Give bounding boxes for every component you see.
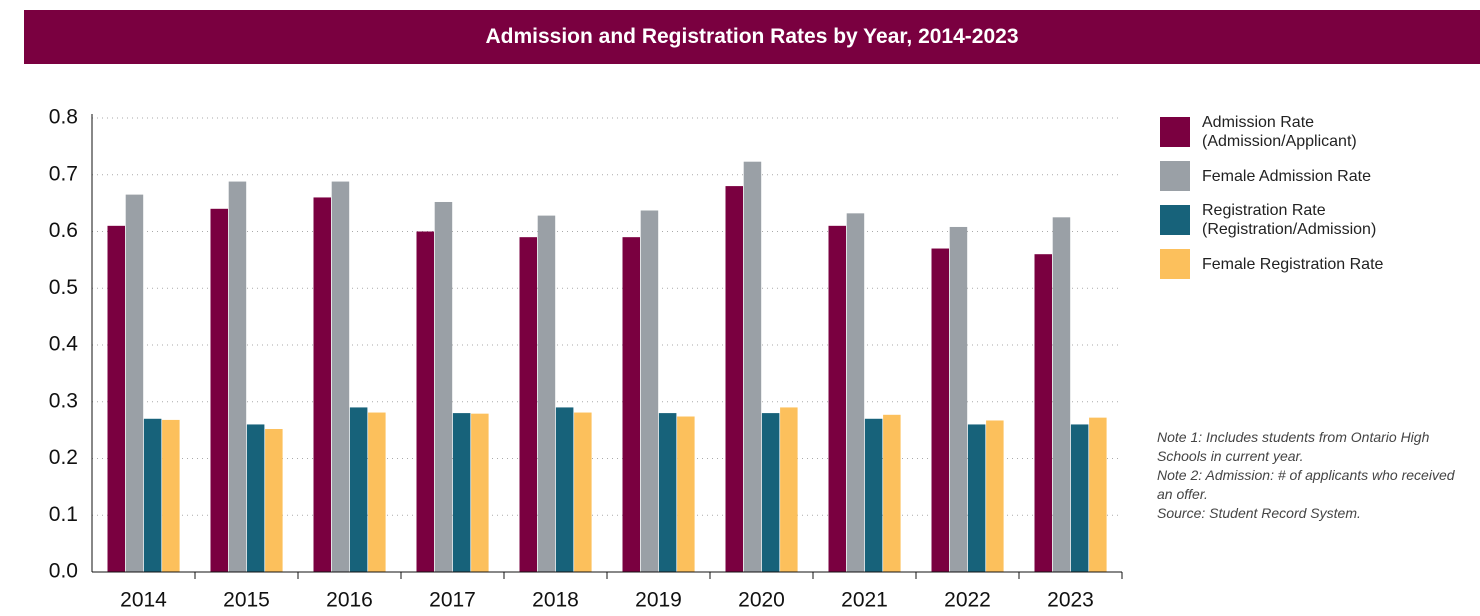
legend-swatch [1160,205,1190,235]
legend-swatch [1160,249,1190,279]
x-tick-label: 2021 [841,589,888,612]
bar [828,225,846,572]
bar [434,201,453,573]
bar [471,413,489,572]
x-tick-label: 2023 [1047,589,1094,612]
x-tick-label: 2022 [944,589,991,612]
x-tick-label: 2016 [326,589,373,612]
note: Note 1: Includes students from Ontario H… [1157,429,1430,464]
bar [452,413,471,572]
x-tick-label: 2018 [532,589,579,612]
x-tick-label: 2017 [429,589,476,612]
bar [761,413,780,572]
bar [574,412,592,572]
note: Source: Student Record System. [1157,505,1361,521]
legend-label: Admission Rate (Admission/Applicant) [1202,114,1357,150]
bar [725,186,743,572]
legend-item: Admission Rate (Admission/Applicant) [1160,110,1407,154]
y-tick-label: 0.2 [49,446,78,469]
bar [967,424,986,572]
bar [622,237,640,573]
note: Note 2: Admission: # of applicants who r… [1157,467,1455,502]
y-tick-label: 0.1 [49,503,78,526]
x-tick-label: 2019 [635,589,682,612]
bar [265,428,283,572]
bar [931,248,949,572]
legend-swatch [1160,117,1190,147]
bar [313,197,331,572]
y-tick-label: 0.5 [49,276,78,299]
bar [143,418,162,572]
legend-item: Female Registration Rate [1160,242,1407,286]
legend-label: Female Admission Rate [1202,167,1371,185]
y-tick-label: 0.6 [49,219,78,242]
bar [1034,254,1052,572]
bar [949,226,968,572]
bar [349,407,368,572]
y-tick-label: 0.8 [49,106,78,129]
bar [228,181,247,572]
bar [246,424,265,572]
legend-item: Female Admission Rate [1160,154,1407,198]
bar [416,231,434,572]
legend-item: Registration Rate (Registration/Admissio… [1160,198,1407,242]
bar [107,225,125,572]
bar [1052,217,1071,572]
legend: Admission Rate (Admission/Applicant) Fema… [1160,110,1407,286]
bar [743,161,762,572]
notes: Note 1: Includes students from Ontario H… [1157,428,1467,523]
y-tick-label: 0.3 [49,389,78,412]
legend-swatch [1160,161,1190,191]
bar [331,181,350,572]
bar [368,412,386,572]
bar [677,416,695,572]
x-tick-label: 2014 [120,589,167,612]
bar [780,407,798,572]
bar [864,418,883,572]
bar [210,208,228,573]
y-tick-label: 0.7 [49,162,78,185]
bar [125,194,144,573]
y-tick-label: 0.0 [49,560,78,583]
bar [846,213,865,572]
bar [519,237,537,573]
x-tick-label: 2020 [738,589,785,612]
bar [555,407,574,572]
bar [537,215,556,573]
bar [658,413,677,572]
bar [883,414,901,572]
y-tick-label: 0.4 [49,333,79,356]
bar [640,210,659,572]
bar [162,419,180,572]
x-tick-label: 2015 [223,589,270,612]
legend-label: Female Registration Rate [1202,255,1384,273]
bar [986,420,1004,572]
bar [1070,424,1089,572]
chart-title: Admission and Registration Rates by Year… [24,10,1480,64]
legend-label: Registration Rate (Registration/Admissio… [1202,202,1377,238]
bar [1089,417,1107,572]
